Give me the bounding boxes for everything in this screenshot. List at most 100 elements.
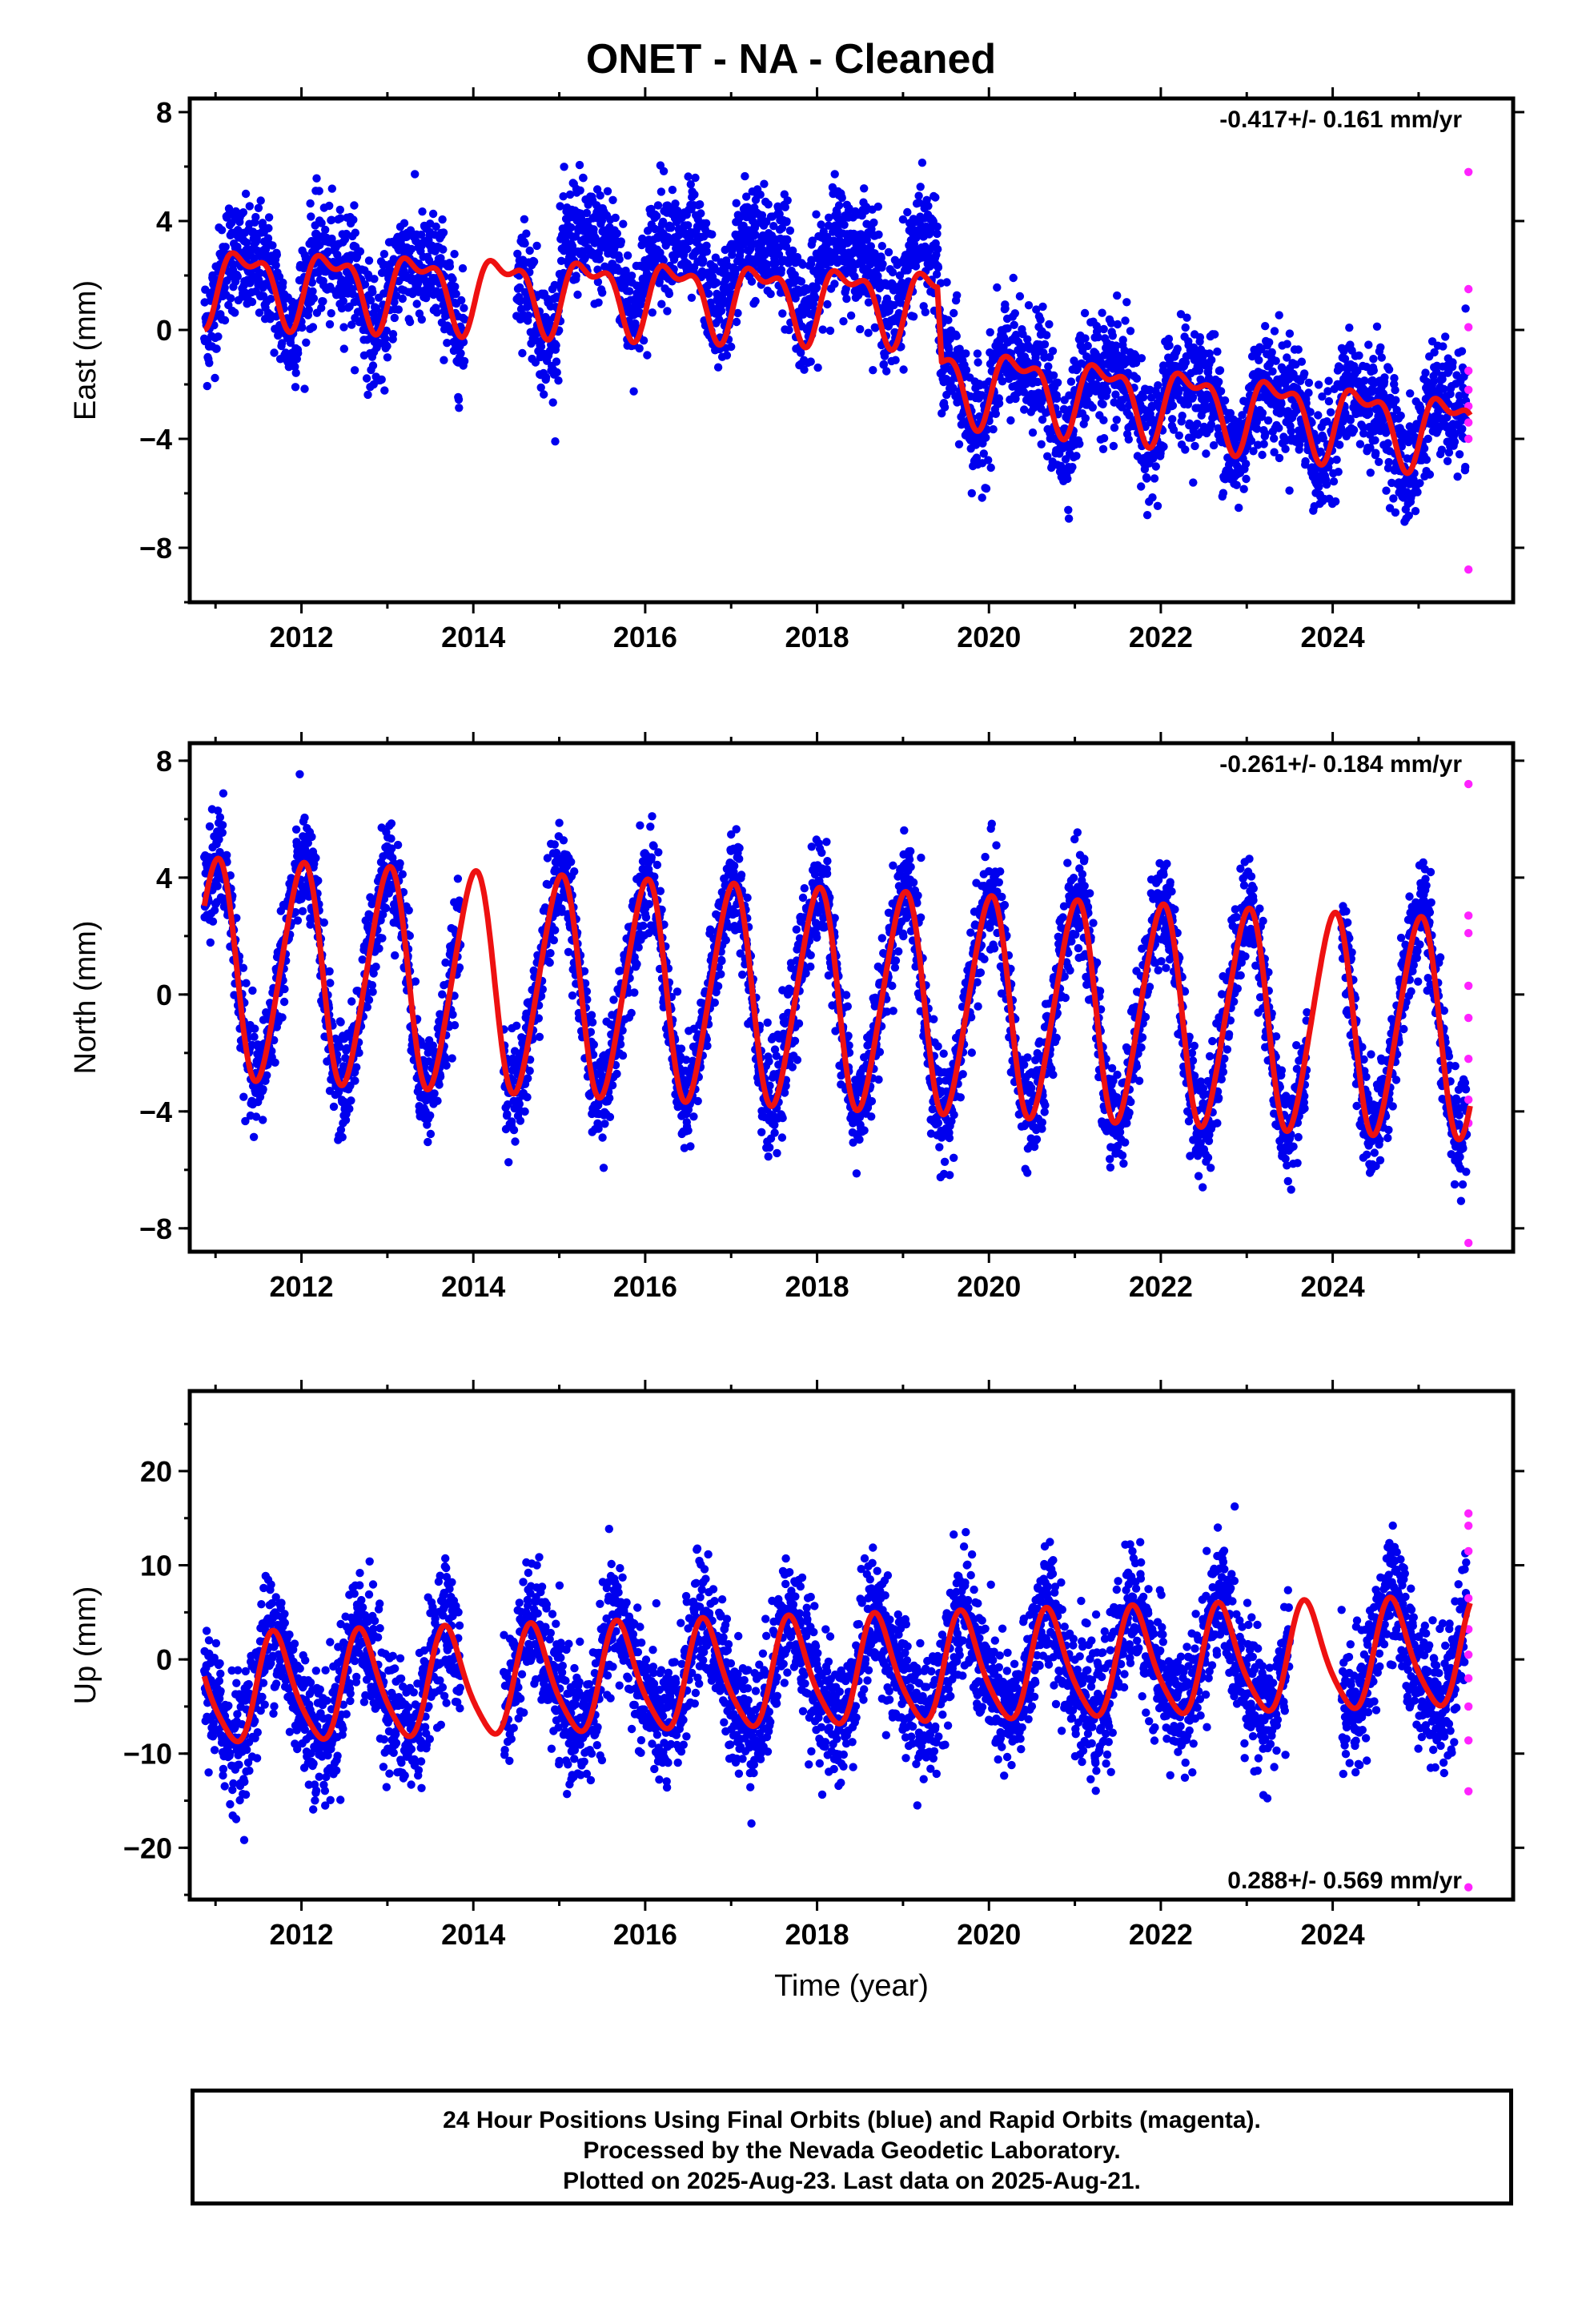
data-point [243,238,251,247]
data-point [1006,416,1015,425]
data-point [1099,416,1108,424]
data-point [1437,445,1447,454]
data-point [629,387,638,396]
data-point [800,365,809,374]
data-point [393,840,403,850]
data-point [842,294,851,304]
data-point [1036,316,1045,324]
data-point [242,979,251,987]
data-point [432,222,440,231]
data-point [245,202,254,211]
data-point [984,456,993,464]
data-point [1355,440,1365,448]
data-point [1322,480,1331,489]
data-point [536,383,545,392]
data-point [944,316,953,324]
data-point [713,363,723,372]
data-point [382,326,391,336]
data-point [643,351,652,360]
data-point [221,243,230,251]
data-point [1015,292,1025,301]
data-point [452,289,460,299]
data-point [213,882,222,891]
data-point [1372,322,1382,331]
data-point [756,190,765,199]
data-point [1443,456,1452,465]
data-point [668,185,677,195]
data-point [785,325,793,335]
rapid-point [1464,418,1473,427]
data-point [448,275,457,283]
y-tick-label: 8 [156,96,172,129]
data-point [1380,373,1389,382]
data-point [239,1092,248,1101]
data-point [657,300,666,308]
data-point [233,242,242,251]
data-point [1088,403,1098,412]
data-point [1270,434,1279,443]
data-point [264,213,274,222]
data-point [552,368,561,377]
data-point [270,348,279,357]
data-point [205,822,215,831]
data-point [671,199,680,208]
data-point [239,208,248,217]
data-point [314,876,323,885]
x-tick-label: 2020 [957,621,1021,653]
data-point [1366,468,1375,477]
data-point [576,186,584,195]
data-point [1045,320,1054,329]
data-point [371,963,380,971]
data-point [309,294,319,303]
data-point [994,399,1004,408]
data-point [1377,353,1387,362]
data-point [520,215,529,223]
data-point [1049,371,1058,380]
data-point [1153,501,1162,510]
data-point [1137,354,1146,363]
data-point [205,359,214,368]
chart-title: ONET - NA - Cleaned [585,36,997,82]
data-point [974,358,982,367]
data-point [524,311,533,320]
data-point [1174,385,1183,394]
data-point [268,241,277,250]
data-point [280,984,289,994]
data-point [239,963,248,972]
data-point [741,171,749,181]
data-point [529,257,539,266]
data-point [298,907,307,916]
data-point [978,493,986,502]
data-point [411,170,420,179]
data-point [684,172,693,181]
data-point [377,375,386,384]
data-point [648,308,656,317]
data-point [1063,474,1072,484]
data-point [1216,387,1226,396]
data-point [1151,462,1161,471]
data-point [1165,341,1174,350]
data-point [355,247,365,256]
data-point [1304,378,1314,388]
data-point [986,328,994,337]
data-point [1010,320,1018,329]
data-point [1239,485,1248,493]
data-point [436,254,445,263]
data-point [293,916,303,925]
data-point [1154,381,1162,390]
data-point [1009,273,1018,283]
data-point [1345,324,1354,332]
data-point [259,1116,267,1124]
data-point [1110,423,1119,432]
data-point [656,187,666,196]
data-point [619,219,628,228]
data-point [830,170,839,179]
data-point [596,191,604,200]
rapid-point [1464,167,1473,176]
data-point [1112,416,1122,424]
data-point [1150,474,1159,483]
data-point [1113,291,1122,300]
data-point [336,214,345,223]
data-point [839,317,848,326]
data-point [300,384,309,393]
